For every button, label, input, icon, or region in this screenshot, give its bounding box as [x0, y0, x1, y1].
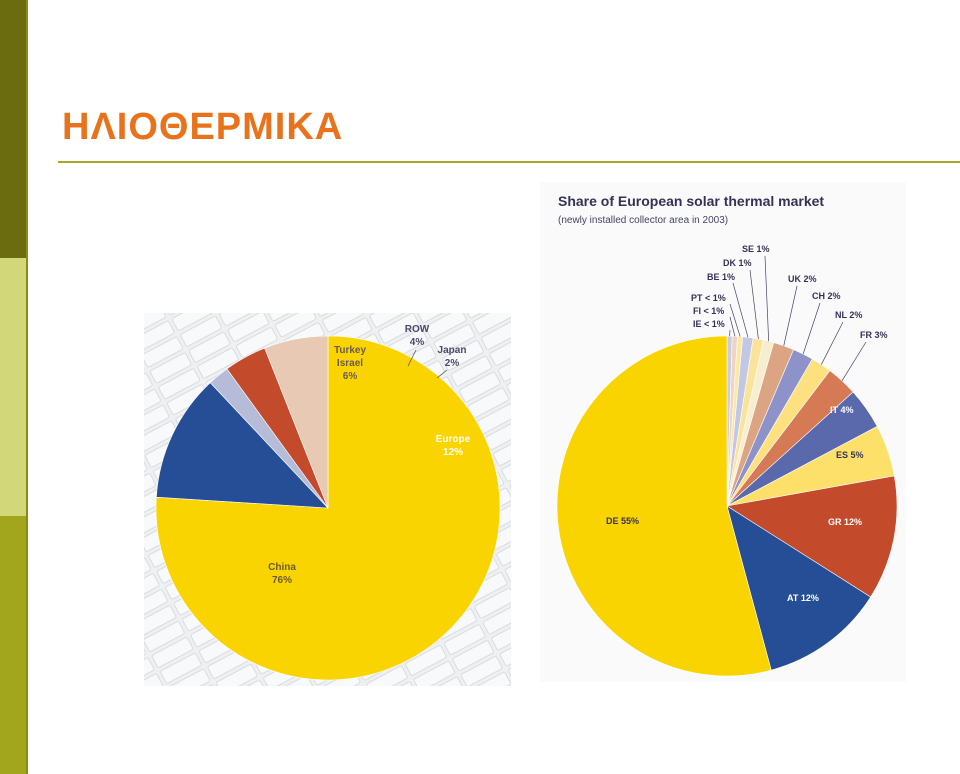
- label-se: SE 1%: [742, 244, 770, 254]
- label-turkey-israel-value: 6%: [343, 371, 358, 382]
- label-fr: FR 3%: [860, 330, 888, 340]
- label-fi: FI < 1%: [693, 306, 724, 316]
- left-accent-bar: [0, 0, 28, 774]
- europe-leader-se: [764, 255, 770, 342]
- accent-bar-bottom: [0, 516, 26, 774]
- label-row-name: ROW: [405, 324, 430, 335]
- label-dk: DK 1%: [723, 258, 752, 268]
- europe-leader-fi: [729, 316, 736, 337]
- label-gr: GR 12%: [828, 517, 862, 527]
- europe-leader-be: [732, 282, 749, 338]
- europe-slice-at: [726, 505, 872, 671]
- europe-chart-panel: Share of European solar thermal market (…: [540, 182, 906, 682]
- label-turkey-israel-line1: Turkey: [334, 345, 366, 356]
- europe-slice-de: [556, 335, 772, 677]
- label-turkey-israel-line2: Israel: [337, 358, 363, 369]
- leader-row: [407, 349, 417, 367]
- europe-slice-gr: [726, 475, 898, 598]
- europe-leader-ch: [802, 302, 821, 355]
- europe-leader-nl: [820, 321, 844, 365]
- label-at: AT 12%: [787, 593, 819, 603]
- label-ie: IE < 1%: [693, 319, 725, 329]
- slide-title: ΗΛΙΟΘΕΡΜΙΚΑ: [62, 106, 344, 148]
- europe-chart-title: Share of European solar thermal market: [558, 193, 824, 209]
- world-pie-labels: Turkey Israel 6% ROW 4% Japan 2% Europe …: [268, 324, 471, 586]
- label-uk: UK 2%: [788, 274, 817, 284]
- label-china-name: China: [268, 562, 296, 573]
- label-europe-name: Europe: [436, 434, 471, 445]
- europe-leader-pt: [729, 303, 741, 337]
- europe-leader-uk: [783, 285, 798, 346]
- label-china-value: 76%: [272, 575, 292, 586]
- label-ch: CH 2%: [812, 291, 841, 301]
- europe-pie-leaders: [729, 255, 867, 381]
- accent-bar-middle: [0, 258, 26, 516]
- label-de: DE 55%: [606, 516, 639, 526]
- title-underline: [58, 161, 960, 163]
- label-japan-name: Japan: [438, 345, 467, 356]
- label-es: ES 5%: [836, 450, 864, 460]
- europe-pie: [556, 335, 898, 677]
- europe-leader-dk: [749, 269, 759, 339]
- label-row-value: 4%: [410, 337, 425, 348]
- label-europe-value: 12%: [443, 447, 463, 458]
- leader-japan: [436, 369, 448, 379]
- world-slice-turkey-israel: [264, 335, 329, 509]
- world-pie: [155, 335, 501, 681]
- label-nl: NL 2%: [835, 310, 862, 320]
- europe-leader-fr: [841, 341, 867, 381]
- world-chart-panel: Turkey Israel 6% ROW 4% Japan 2% Europe …: [144, 313, 511, 686]
- world-slice-europe: [156, 382, 329, 509]
- label-it: IT 4%: [830, 405, 854, 415]
- accent-bar-top: [0, 0, 26, 258]
- europe-pie-labels: SE 1% DK 1% BE 1% PT < 1% FI < 1% IE < 1…: [606, 244, 888, 603]
- label-pt: PT < 1%: [691, 293, 726, 303]
- label-be: BE 1%: [707, 272, 735, 282]
- europe-chart-subtitle: (newly installed collector area in 2003): [558, 215, 728, 226]
- label-japan-value: 2%: [445, 358, 460, 369]
- accent-bar-edge: [26, 0, 28, 774]
